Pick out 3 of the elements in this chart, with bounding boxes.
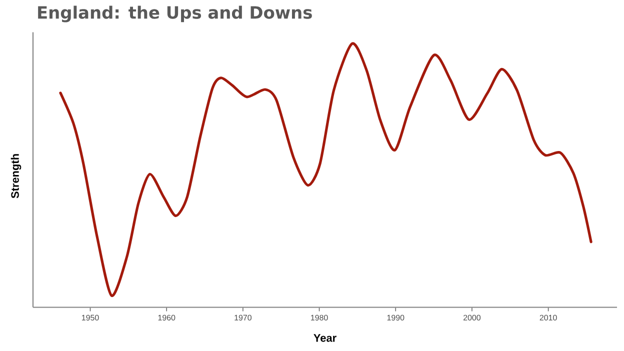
x-axis-title: Year xyxy=(314,334,336,342)
chart-title: England: the Ups and Downs xyxy=(38,6,312,22)
y-axis-title: Strength xyxy=(10,154,22,198)
